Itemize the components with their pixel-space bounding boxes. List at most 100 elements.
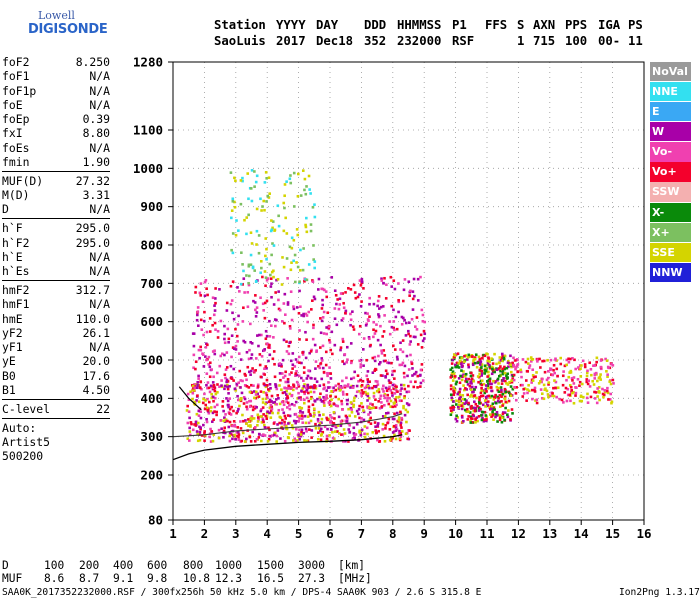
echo-point: [208, 365, 212, 369]
echo-point: [325, 394, 328, 397]
echo-point: [223, 341, 227, 345]
echo-point: [397, 418, 401, 422]
echo-point: [264, 329, 268, 333]
echo-point: [384, 412, 388, 415]
echo-point: [501, 359, 505, 363]
echo-point: [473, 409, 477, 413]
echo-point: [532, 375, 536, 379]
footer-value: 9.8: [147, 572, 168, 585]
echo-point: [203, 431, 206, 435]
echo-point: [347, 440, 350, 443]
echo-point: [284, 417, 287, 420]
echo-point: [201, 300, 205, 304]
echo-point: [271, 226, 274, 230]
echo-point: [414, 325, 417, 328]
param-row: foEs N/A: [2, 141, 110, 155]
echo-point: [254, 425, 257, 429]
echo-point: [458, 381, 462, 385]
echo-point: [493, 352, 496, 356]
param-row: hmE 110.0: [2, 312, 110, 326]
echo-point: [456, 405, 460, 409]
echo-point: [519, 370, 523, 374]
echo-point: [467, 377, 471, 381]
echo-point: [402, 316, 405, 320]
echo-point: [466, 393, 469, 397]
echo-point: [255, 406, 258, 409]
echo-point: [350, 410, 354, 414]
echo-point: [460, 365, 464, 369]
echo-point: [451, 358, 454, 362]
echo-point: [256, 420, 260, 423]
echo-point: [459, 362, 463, 366]
echo-point: [341, 317, 345, 320]
echo-point: [285, 389, 288, 393]
echo-point: [186, 392, 190, 396]
echo-point: [405, 402, 409, 405]
echo-point: [295, 373, 299, 377]
echo-point: [500, 395, 503, 398]
echo-point: [264, 337, 268, 341]
echo-point: [322, 413, 325, 416]
echo-point: [269, 416, 273, 419]
echo-point: [364, 324, 368, 327]
echo-point: [321, 344, 325, 348]
echo-point: [492, 406, 496, 409]
echo-point: [416, 386, 419, 389]
echo-point: [319, 331, 323, 335]
echo-point: [390, 391, 394, 395]
echo-point: [213, 304, 216, 307]
echo-point: [397, 432, 401, 435]
echo-point: [248, 274, 251, 278]
echo-point: [387, 417, 391, 421]
echo-point: [229, 413, 233, 416]
echo-point: [452, 400, 455, 403]
echo-point: [384, 374, 387, 378]
echo-point: [298, 406, 302, 409]
echo-point: [307, 421, 311, 425]
param-value: N/A: [89, 249, 110, 264]
echo-point: [309, 414, 312, 417]
echo-point: [477, 409, 481, 412]
echo-point: [343, 362, 346, 366]
echo-point: [547, 383, 550, 386]
echo-point: [256, 423, 259, 427]
echo-point: [366, 318, 370, 321]
echo-point: [339, 292, 343, 295]
echo-point: [498, 394, 502, 397]
echo-point: [480, 389, 483, 393]
echo-point: [284, 216, 288, 220]
echo-point: [345, 345, 349, 349]
echo-point: [516, 358, 519, 362]
echo-point: [610, 362, 613, 366]
echo-point: [242, 277, 246, 280]
echo-point: [552, 368, 555, 372]
echo-point: [213, 405, 217, 409]
echo-point: [296, 360, 299, 364]
echo-point: [323, 288, 326, 292]
echo-point: [367, 413, 370, 416]
echo-point: [282, 403, 286, 407]
echo-point: [292, 419, 296, 423]
echo-point: [383, 393, 387, 396]
echo-point: [341, 360, 344, 363]
param-value: 27.32: [75, 173, 110, 188]
param-label: C-level: [2, 401, 51, 416]
echo-point: [472, 379, 475, 383]
echo-point: [486, 352, 489, 356]
echo-point: [471, 406, 475, 410]
echo-point: [255, 207, 259, 211]
echo-point: [255, 306, 259, 309]
echo-point: [400, 426, 403, 429]
echo-point: [469, 407, 473, 410]
echo-point: [473, 361, 477, 365]
echo-point: [243, 340, 247, 344]
echo-point: [409, 334, 412, 338]
echo-point: [192, 353, 196, 357]
echo-point: [276, 423, 279, 426]
echo-point: [316, 397, 319, 401]
echo-point: [459, 399, 463, 403]
echo-point: [210, 392, 213, 396]
echo-point: [501, 392, 505, 396]
echo-point: [306, 386, 309, 389]
echo-point: [277, 396, 280, 400]
